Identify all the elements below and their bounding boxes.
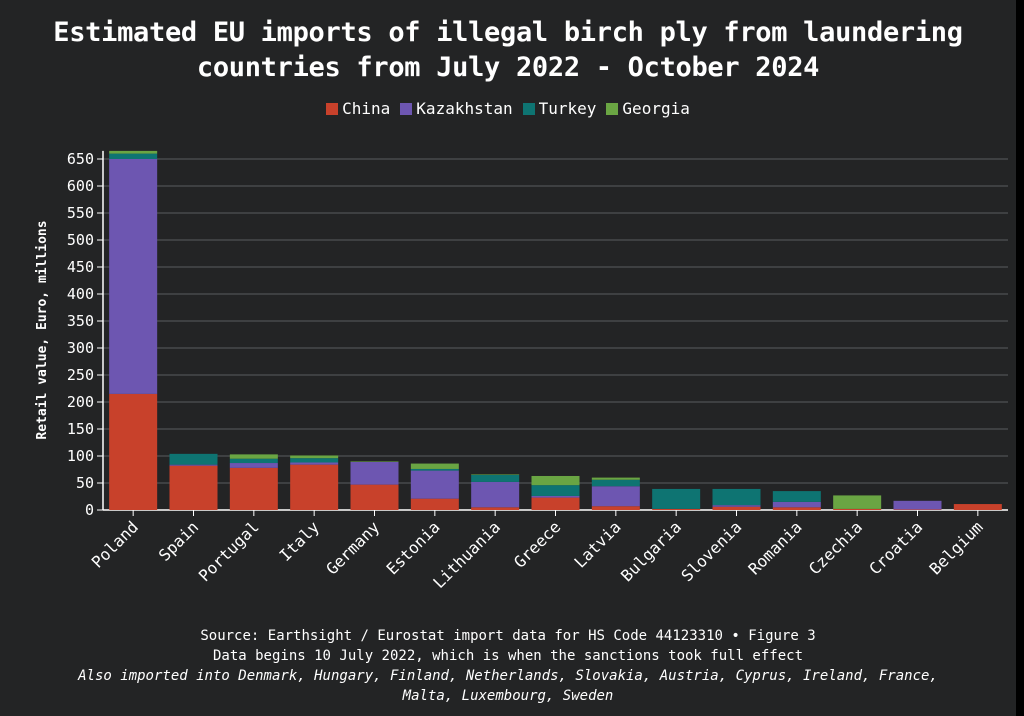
x-tick-label: Slovenia xyxy=(677,517,745,585)
bar-turkey-lithuania xyxy=(471,474,520,482)
x-tick-label: Spain xyxy=(155,517,202,564)
bar-turkey-portugal xyxy=(229,458,278,464)
legend-label: Turkey xyxy=(538,99,597,118)
bar-china-romania xyxy=(772,507,821,510)
bar-georgia-greece xyxy=(531,475,580,486)
bar-georgia-portugal xyxy=(229,454,278,459)
x-tick-label: Greece xyxy=(510,517,564,571)
bar-china-germany xyxy=(350,484,399,510)
bar-turkey-estonia xyxy=(410,468,459,471)
x-tick-label: Italy xyxy=(275,517,323,565)
y-tick-label: 550 xyxy=(67,204,94,222)
x-tick-label: Portugal xyxy=(195,517,263,585)
y-tick-label: 150 xyxy=(67,420,94,438)
data-note: Data begins 10 July 2022, which is when … xyxy=(212,648,803,664)
bar-kazakhstan-slovenia xyxy=(712,505,761,507)
y-tick-label: 650 xyxy=(67,150,94,168)
legend-item: Kazakhstan xyxy=(400,99,513,118)
bar-turkey-latvia xyxy=(591,479,640,487)
legend-label: Kazakhstan xyxy=(416,99,513,118)
bar-china-bulgaria xyxy=(652,508,701,510)
chart-title-line-1: Estimated EU imports of illegal birch pl… xyxy=(53,17,963,48)
bar-china-spain xyxy=(169,465,218,510)
legend: China Kazakhstan Turkey Georgia xyxy=(0,99,1016,118)
bar-kazakhstan-lithuania xyxy=(471,481,520,508)
bar-turkey-poland xyxy=(109,153,158,159)
y-axis-title: Retail value, Euro, millions xyxy=(35,220,50,439)
legend-swatch xyxy=(400,102,413,115)
legend-item: Georgia xyxy=(606,99,690,118)
chart-plot: 0 50 100 150 200 250 300 350 400 450 500 550 600 650 R… xyxy=(35,150,1008,592)
bar-georgia-latvia xyxy=(591,477,640,480)
x-tick-label: Bulgaria xyxy=(617,517,685,585)
legend-swatch xyxy=(326,102,339,115)
bar-china-poland xyxy=(109,393,158,510)
bar-china-portugal xyxy=(229,467,278,510)
bar-china-czechia xyxy=(833,508,882,510)
bar-turkey-greece xyxy=(531,485,580,496)
bar-kazakhstan-croatia xyxy=(893,500,942,510)
x-tick-label: Latvia xyxy=(570,517,624,571)
bar-turkey-slovenia xyxy=(712,488,761,506)
x-tick-label: Belgium xyxy=(926,517,987,578)
y-tick-label: 100 xyxy=(67,447,94,465)
x-tick-label: Croatia xyxy=(865,517,926,578)
y-tick-label: 300 xyxy=(67,339,94,357)
bar-georgia-czechia xyxy=(833,495,882,509)
legend-swatch xyxy=(522,102,535,115)
y-tick-label: 50 xyxy=(76,474,94,492)
legend-label: China xyxy=(342,99,391,118)
y-tick-label: 400 xyxy=(67,285,94,303)
legend-item: Turkey xyxy=(522,99,597,118)
bar-kazakhstan-romania xyxy=(772,501,821,508)
y-tick-label: 350 xyxy=(67,312,94,330)
bar-turkey-spain xyxy=(169,453,218,465)
bar-china-italy xyxy=(290,464,339,510)
bar-turkey-italy xyxy=(290,458,339,463)
bar-china-belgium xyxy=(953,504,1002,510)
x-tick-label: Poland xyxy=(88,517,142,571)
y-tick-label: 600 xyxy=(67,177,94,195)
y-tick-label: 200 xyxy=(67,393,94,411)
y-tick-label: 450 xyxy=(67,258,94,276)
legend-label: Georgia xyxy=(622,99,690,118)
also-imported-note-1: Also imported into Denmark, Hungary, Fin… xyxy=(78,668,938,684)
bar-china-latvia xyxy=(591,506,640,510)
bar-china-estonia xyxy=(410,498,459,510)
bar-georgia-italy xyxy=(290,455,339,459)
bar-kazakhstan-portugal xyxy=(229,463,278,468)
bar-china-croatia xyxy=(893,509,942,510)
bar-kazakhstan-latvia xyxy=(591,486,640,507)
y-tick-label: 500 xyxy=(67,231,94,249)
x-tick-label: Estonia xyxy=(383,517,444,578)
x-tick-label: Germany xyxy=(322,517,383,578)
chart-title-line-2: countries from July 2022 - October 2024 xyxy=(196,52,820,83)
x-tick-label: Romania xyxy=(745,517,806,578)
legend-item: China xyxy=(326,99,390,118)
bar-kazakhstan-germany xyxy=(350,461,399,485)
bar-china-greece xyxy=(531,497,580,510)
bar-kazakhstan-italy xyxy=(290,462,339,465)
source-note: Source: Earthsight / Eurostat import dat… xyxy=(200,628,816,644)
y-tick-label: 0 xyxy=(85,501,94,519)
bar-kazakhstan-estonia xyxy=(410,470,459,499)
bar-kazakhstan-poland xyxy=(109,159,158,394)
bar-china-slovenia xyxy=(712,506,761,510)
bar-georgia-estonia xyxy=(410,463,459,469)
bar-china-lithuania xyxy=(471,507,520,510)
bar-georgia-germany xyxy=(350,461,399,462)
legend-swatch xyxy=(606,102,619,115)
bar-georgia-poland xyxy=(109,150,158,154)
also-imported-note-2: Malta, Luxembourg, Sweden xyxy=(402,688,614,704)
bar-kazakhstan-greece xyxy=(531,495,580,498)
bar-turkey-bulgaria xyxy=(652,488,701,509)
bar-georgia-lithuania xyxy=(471,474,520,475)
bar-kazakhstan-spain xyxy=(169,464,218,466)
y-tick-label: 250 xyxy=(67,366,94,384)
x-tick-label: Czechia xyxy=(805,517,866,578)
bar-turkey-romania xyxy=(772,491,821,502)
